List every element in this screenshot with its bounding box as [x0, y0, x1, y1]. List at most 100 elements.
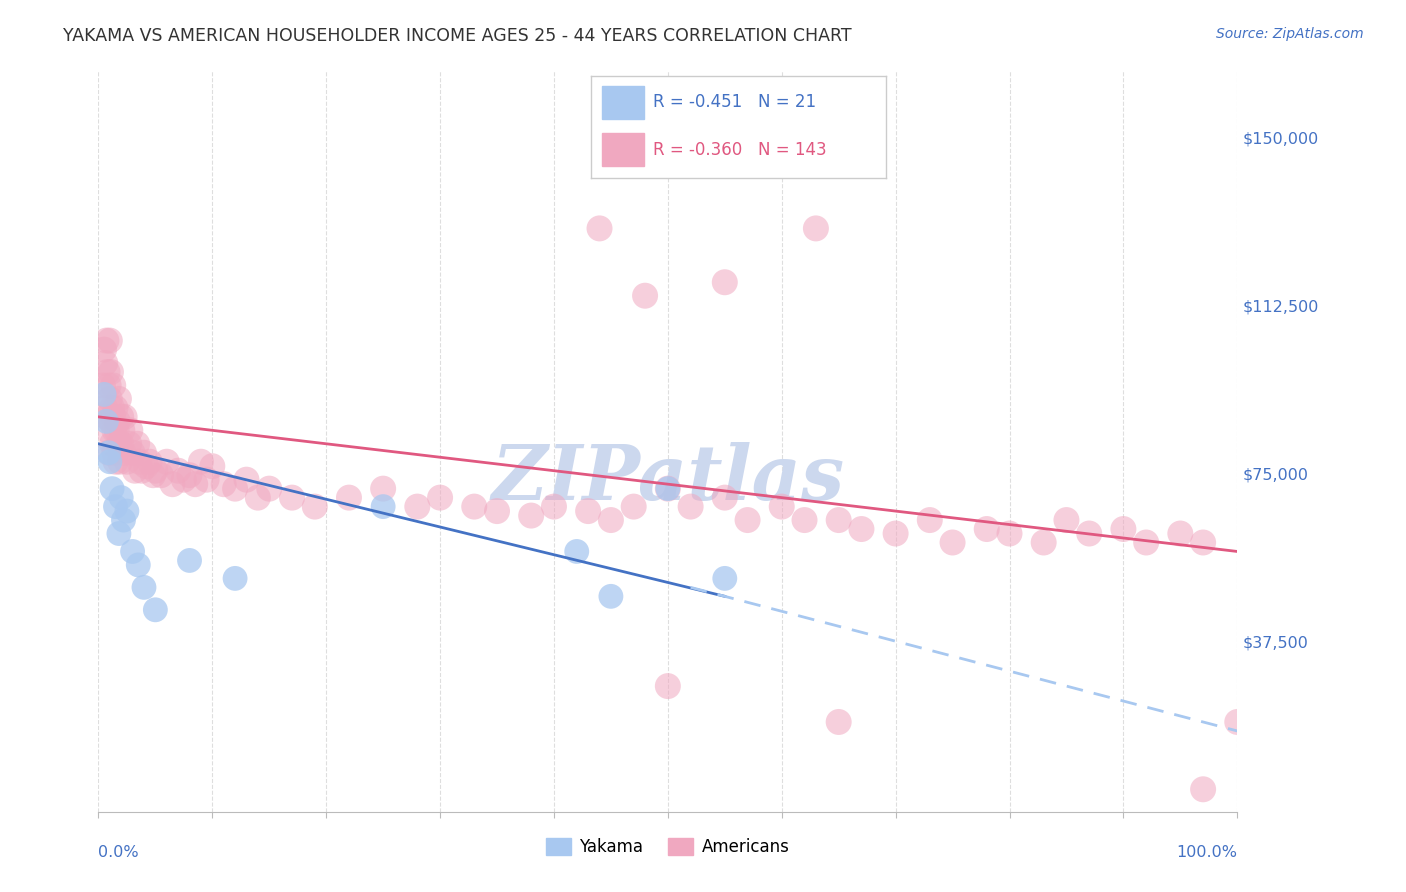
- Point: [131, 464, 153, 478]
- Point: [96, 334, 118, 348]
- Point: [162, 477, 184, 491]
- Point: [1032, 535, 1054, 549]
- Point: [98, 392, 121, 406]
- Point: [942, 535, 965, 549]
- Point: [167, 464, 190, 478]
- Text: $150,000: $150,000: [1243, 131, 1319, 146]
- Point: [101, 482, 124, 496]
- Legend: Yakama, Americans: Yakama, Americans: [540, 831, 796, 863]
- Point: [679, 500, 702, 514]
- Point: [195, 473, 218, 487]
- Point: [127, 558, 149, 572]
- Point: [371, 482, 394, 496]
- Point: [201, 459, 224, 474]
- Point: [93, 387, 115, 401]
- Point: [179, 468, 201, 483]
- Point: [96, 423, 118, 437]
- Bar: [602, 87, 644, 119]
- Point: [1170, 526, 1192, 541]
- Point: [96, 365, 118, 379]
- Point: [337, 491, 360, 505]
- Point: [224, 571, 246, 585]
- Point: [97, 378, 120, 392]
- Point: [429, 491, 451, 505]
- Point: [657, 482, 679, 496]
- Text: $37,500: $37,500: [1243, 636, 1309, 651]
- Point: [588, 221, 610, 235]
- Point: [179, 553, 201, 567]
- Point: [98, 455, 121, 469]
- Point: [110, 437, 132, 451]
- Point: [463, 500, 485, 514]
- Point: [714, 275, 737, 289]
- Point: [111, 423, 134, 437]
- Point: [235, 473, 257, 487]
- Point: [100, 365, 122, 379]
- Point: [190, 455, 212, 469]
- Point: [884, 526, 907, 541]
- Point: [132, 446, 155, 460]
- Point: [714, 571, 737, 585]
- Point: [112, 513, 135, 527]
- Point: [600, 590, 623, 604]
- Point: [371, 500, 394, 514]
- Bar: [602, 133, 644, 166]
- Point: [406, 500, 429, 514]
- Point: [101, 437, 124, 451]
- Point: [623, 500, 645, 514]
- Point: [145, 603, 167, 617]
- Point: [115, 455, 138, 469]
- Point: [173, 473, 195, 487]
- Point: [150, 468, 173, 483]
- Point: [91, 378, 114, 392]
- Text: $75,000: $75,000: [1243, 467, 1309, 483]
- Point: [96, 409, 118, 424]
- Point: [212, 477, 235, 491]
- Point: [124, 464, 146, 478]
- Point: [851, 522, 873, 536]
- Point: [1192, 535, 1215, 549]
- Point: [804, 221, 827, 235]
- Point: [104, 401, 127, 415]
- Point: [94, 401, 117, 415]
- Point: [156, 455, 179, 469]
- Text: R = -0.360   N = 143: R = -0.360 N = 143: [652, 141, 827, 159]
- Point: [998, 526, 1021, 541]
- Text: R = -0.451   N = 21: R = -0.451 N = 21: [652, 94, 815, 112]
- Point: [108, 526, 131, 541]
- Point: [96, 414, 118, 428]
- Point: [101, 401, 124, 415]
- Text: 0.0%: 0.0%: [98, 845, 139, 860]
- Point: [97, 446, 120, 460]
- Text: $112,500: $112,500: [1243, 300, 1319, 314]
- Point: [103, 409, 125, 424]
- Point: [714, 491, 737, 505]
- Text: Source: ZipAtlas.com: Source: ZipAtlas.com: [1216, 27, 1364, 41]
- Point: [114, 409, 136, 424]
- Point: [543, 500, 565, 514]
- Point: [1112, 522, 1135, 536]
- Point: [828, 714, 851, 729]
- Point: [828, 513, 851, 527]
- Point: [100, 414, 122, 428]
- Point: [108, 392, 131, 406]
- Point: [112, 446, 135, 460]
- Point: [600, 513, 623, 527]
- Point: [1054, 513, 1078, 527]
- Point: [281, 491, 304, 505]
- Text: ZIPatlas: ZIPatlas: [491, 442, 845, 516]
- Point: [127, 437, 149, 451]
- Point: [104, 455, 127, 469]
- Point: [103, 378, 125, 392]
- Point: [104, 500, 127, 514]
- Point: [138, 455, 160, 469]
- Point: [304, 500, 326, 514]
- Text: YAKAMA VS AMERICAN HOUSEHOLDER INCOME AGES 25 - 44 YEARS CORRELATION CHART: YAKAMA VS AMERICAN HOUSEHOLDER INCOME AG…: [63, 27, 852, 45]
- Point: [976, 522, 998, 536]
- Point: [128, 455, 150, 469]
- Point: [94, 356, 117, 370]
- Point: [634, 289, 657, 303]
- Point: [93, 343, 115, 357]
- Point: [486, 504, 509, 518]
- Point: [121, 446, 143, 460]
